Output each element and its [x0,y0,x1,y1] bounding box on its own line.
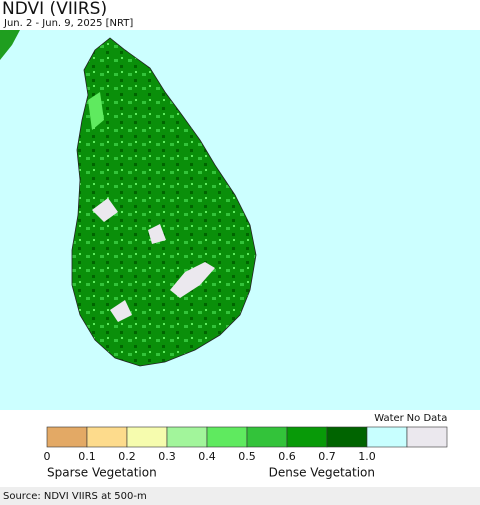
legend-water: Water [374,413,404,424]
no-data-patch [148,224,166,244]
legend-swatch [126,426,168,448]
legend-tick-label: 0.7 [318,450,336,463]
no-data-patch [110,300,132,322]
no-data-patch [92,198,118,222]
footer-bar [0,487,480,505]
legend-dense: Dense Vegetation [269,466,375,480]
legend-swatch [406,426,448,448]
legend-swatch [206,426,248,448]
legend-tick-label: 0.2 [118,450,136,463]
legend-swatch [86,426,128,448]
legend-tick-label: 0.6 [278,450,296,463]
subtitle: Jun. 2 - Jun. 9, 2025 [NRT] [3,18,133,29]
legend-tick-label: 0.1 [78,450,96,463]
legend-swatch [46,426,88,448]
legend-sparse: Sparse Vegetation [47,466,157,480]
title: NDVI (VIIRS) [2,0,107,19]
sparse-patch [88,92,104,130]
legend-tick-label: 0.3 [158,450,176,463]
legend: 0 0.1 0.2 0.3 0.4 0.5 0.6 0.7 1.0 [44,426,448,463]
legend-swatch [246,426,288,448]
legend-tick-label: 0.4 [198,450,216,463]
legend-swatch [286,426,328,448]
legend-tick-label: 0 [44,450,51,463]
mainland [0,30,20,60]
island [71,37,257,367]
legend-tick-label: 1.0 [358,450,376,463]
legend-no-data: No Data [407,413,448,424]
no-data-patch [170,262,215,298]
legend-swatch [326,426,368,448]
source: Source: NDVI VIIRS at 500-m [3,491,147,502]
legend-swatch [166,426,208,448]
legend-tick-label: 0.5 [238,450,256,463]
legend-swatch [366,426,408,448]
